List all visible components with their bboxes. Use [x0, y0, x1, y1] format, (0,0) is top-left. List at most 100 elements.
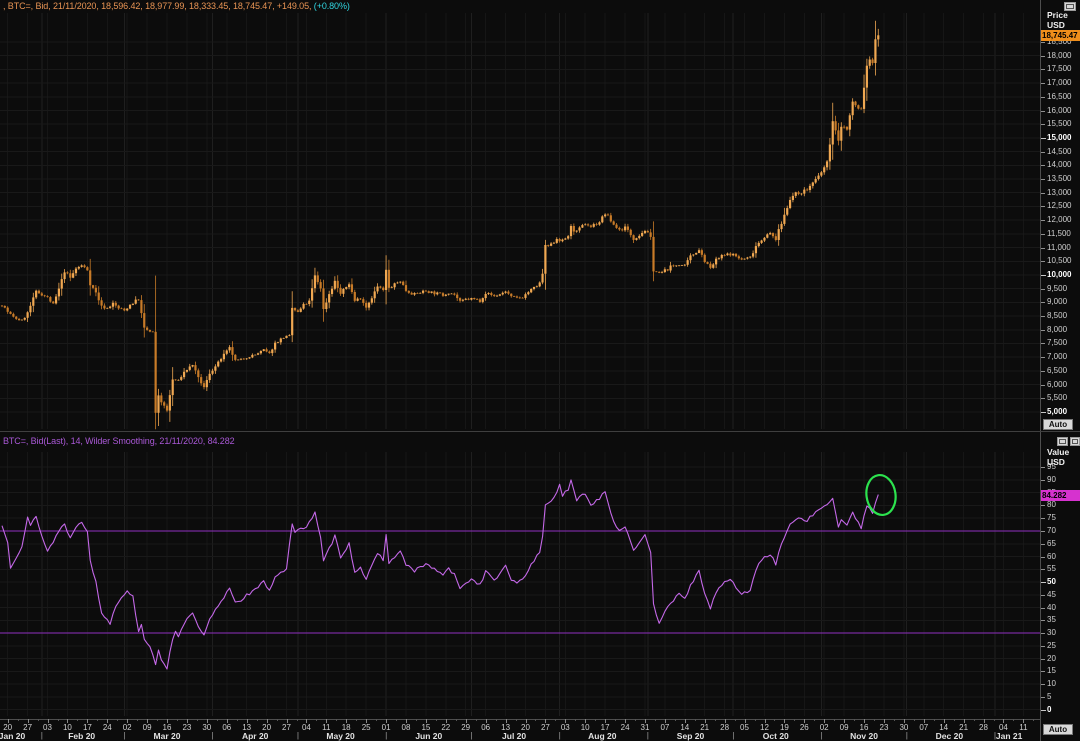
date-tick-label: 19 — [779, 723, 789, 732]
date-tick-label: 09 — [839, 723, 849, 732]
date-tick-label: 18 — [341, 723, 351, 732]
month-label: Oct 20 — [762, 731, 789, 741]
date-minor-tick-mark — [396, 719, 397, 721]
date-tick-mark — [47, 719, 49, 723]
date-minor-tick-mark — [694, 719, 696, 721]
date-minor-tick-mark — [714, 719, 716, 721]
axis-tick-label: 18,500 — [1047, 37, 1072, 46]
axis-tick-label: 6,500 — [1047, 366, 1068, 375]
date-minor-tick-mark — [17, 719, 19, 721]
last-price-label: 18,745.47 — [1041, 30, 1080, 41]
axis-tick-mark — [1041, 659, 1045, 660]
axis-tick-label: 15,000 — [1047, 133, 1072, 142]
axis-tick-label: 7,000 — [1047, 352, 1068, 361]
date-tick-mark — [505, 719, 507, 723]
date-tick-label: 10 — [580, 723, 590, 732]
month-label: Feb 20 — [68, 731, 96, 741]
axis-tick-mark — [1041, 684, 1045, 685]
date-tick-mark — [246, 719, 248, 723]
date-tick-label: 17 — [600, 723, 610, 732]
axis-tick-mark — [1041, 275, 1046, 276]
date-tick-mark — [824, 719, 826, 723]
maximize-panel-icon[interactable] — [1070, 437, 1080, 446]
date-tick-label: 31 — [640, 723, 650, 732]
date-minor-tick-mark — [137, 719, 139, 721]
date-tick-mark — [684, 719, 686, 723]
axis-tick-label: 10 — [1047, 679, 1056, 688]
date-minor-tick-mark — [575, 719, 577, 721]
date-tick-label: 26 — [799, 723, 809, 732]
month-separator: | — [470, 730, 473, 740]
date-tick-mark — [127, 719, 129, 723]
rsi-line-series — [1, 479, 879, 670]
axis-tick-label: 50 — [1047, 577, 1056, 586]
rsi-chart-canvas[interactable] — [0, 432, 1040, 741]
axis-tick-label: 70 — [1047, 526, 1056, 535]
restore-panel-icon[interactable] — [1057, 437, 1068, 446]
rsi-axis-title: Value USD — [1047, 447, 1069, 467]
axis-tick-label: 13,000 — [1047, 188, 1072, 197]
date-tick-mark — [107, 719, 109, 723]
axis-tick-label: 5,000 — [1047, 407, 1068, 416]
window-restore-icon[interactable] — [1064, 2, 1076, 11]
date-tick-mark — [445, 719, 447, 723]
date-axis[interactable]: 20 27 03 10 17 24 02 09 16 23 30 06 13 20 27 04 11 18 25 01… — [0, 719, 1040, 741]
price-axis-title: Price USD — [1047, 10, 1068, 30]
month-separator: | — [296, 730, 300, 740]
axis-tick-label: 11,500 — [1047, 229, 1071, 238]
date-tick-label: 06 — [222, 723, 232, 732]
rsi-axis[interactable]: Value USD 959085807570656055504540353025… — [1040, 432, 1080, 741]
date-tick-mark — [784, 719, 786, 723]
axis-tick-label: 15 — [1047, 666, 1056, 675]
date-minor-tick-mark — [913, 719, 915, 721]
date-tick-label: 16 — [859, 723, 869, 732]
date-minor-tick-mark — [734, 719, 736, 721]
date-minor-tick-mark — [415, 719, 417, 721]
price-chart-canvas[interactable] — [0, 0, 1040, 431]
date-minor-tick-mark — [654, 719, 656, 721]
month-separator: | — [905, 730, 908, 740]
date-tick-mark — [406, 719, 407, 723]
date-minor-tick-mark — [196, 719, 198, 721]
axis-tick-mark — [1041, 261, 1045, 262]
date-tick-mark — [386, 719, 388, 723]
axis-tick-mark — [1041, 124, 1045, 125]
rsi-axis-auto-button[interactable]: Auto — [1043, 724, 1073, 735]
date-tick-mark — [664, 719, 666, 723]
date-tick-label: 13 — [242, 723, 252, 732]
axis-tick-label: 95 — [1047, 462, 1056, 471]
price-axis[interactable]: Price USD 18,500 18,000 17,500 17,000 16,500… — [1040, 0, 1080, 431]
axis-tick-label: 80 — [1047, 500, 1056, 509]
rsi-grid — [0, 452, 1040, 716]
price-axis-auto-button[interactable]: Auto — [1043, 419, 1073, 430]
axis-tick-mark — [1041, 385, 1045, 386]
axis-tick-mark — [1041, 710, 1046, 711]
axis-tick-mark — [1041, 330, 1045, 331]
date-minor-tick-mark — [973, 719, 975, 721]
panel-divider[interactable] — [0, 431, 1080, 432]
axis-tick-label: 90 — [1047, 475, 1056, 484]
date-tick-label: 01 — [381, 723, 391, 732]
date-tick-mark — [147, 719, 149, 723]
date-tick-mark — [983, 719, 985, 723]
date-minor-tick-mark — [993, 719, 995, 721]
date-minor-tick-mark — [834, 719, 836, 721]
axis-tick-label: 5,500 — [1047, 393, 1068, 402]
date-tick-label: 03 — [560, 723, 570, 732]
axis-tick-label: 11,000 — [1047, 243, 1071, 252]
axis-tick-label: 8,000 — [1047, 325, 1068, 334]
axis-tick-label: 13,500 — [1047, 174, 1072, 183]
month-separator: | — [40, 730, 44, 740]
last-rsi-value-label: 84.282 — [1041, 490, 1080, 501]
axis-tick-mark — [1041, 56, 1045, 57]
axis-tick-mark — [1041, 248, 1045, 249]
axis-tick-label: 8,500 — [1047, 311, 1068, 320]
axis-tick-mark — [1041, 234, 1045, 235]
date-minor-tick-mark — [97, 719, 99, 721]
date-minor-tick-mark — [356, 719, 358, 721]
annotation-ellipse — [865, 473, 897, 517]
date-tick-mark — [346, 719, 348, 723]
month-label: Aug 20 — [588, 731, 617, 741]
date-minor-tick-mark — [276, 719, 278, 721]
date-tick-label: 11 — [1019, 723, 1028, 732]
